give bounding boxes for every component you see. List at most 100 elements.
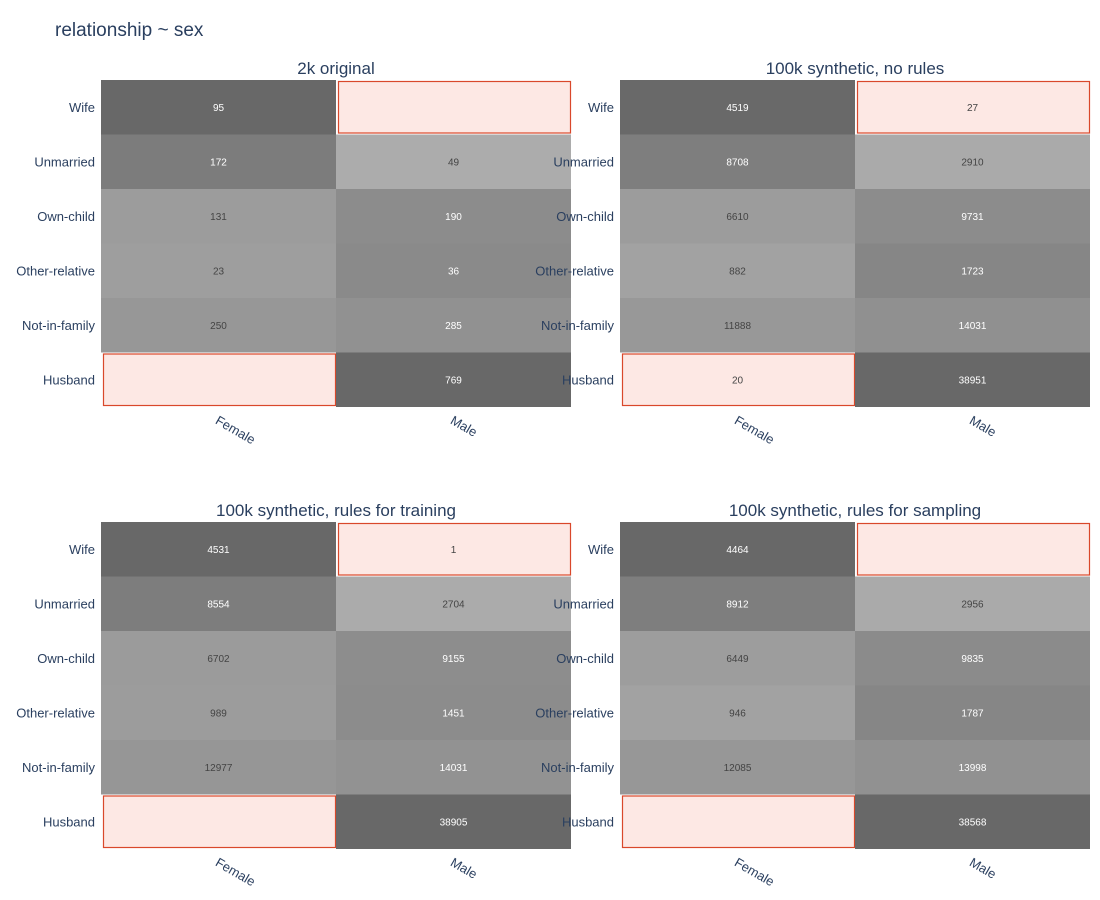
y-tick-label: Husband xyxy=(43,372,95,387)
x-tick-label: Male xyxy=(448,855,480,882)
cell-value-label: 38951 xyxy=(959,375,987,386)
heatmap-cell xyxy=(336,298,571,353)
cell-value-label: 2910 xyxy=(961,157,984,168)
cell-value-label: 2704 xyxy=(442,599,465,610)
heatmap-cell xyxy=(101,685,336,740)
heatmap-cell xyxy=(855,740,1090,795)
heatmap-cell xyxy=(620,685,855,740)
y-tick-label: Not-in-family xyxy=(541,318,614,333)
y-tick-label: Husband xyxy=(562,372,614,387)
heatmap-cell xyxy=(620,134,855,189)
heatmap-cell xyxy=(336,243,571,298)
cell-value-label: 989 xyxy=(210,708,227,719)
heatmap-cell xyxy=(101,740,336,795)
cell-value-label: 2956 xyxy=(961,599,984,610)
y-tick-label: Own-child xyxy=(556,209,614,224)
cell-value-label: 12085 xyxy=(724,763,752,774)
cell-value-label: 9731 xyxy=(961,212,984,223)
cell-value-label: 946 xyxy=(729,708,746,719)
heatmap-cell xyxy=(620,522,855,577)
heatmap-cell xyxy=(855,243,1090,298)
cell-value-label: 6449 xyxy=(726,654,749,665)
y-tick-label: Unmarried xyxy=(34,154,95,169)
cell-value-label: 14031 xyxy=(959,321,987,332)
heatmap-cell xyxy=(855,298,1090,353)
cell-value-label: 8708 xyxy=(726,157,749,168)
cell-value-label: 12977 xyxy=(205,763,233,774)
heatmap-cell xyxy=(101,189,336,244)
cell-value-label: 38905 xyxy=(440,817,468,828)
highlighted-cell xyxy=(621,353,856,407)
heatmap-cell xyxy=(336,740,571,795)
heatmap-cell xyxy=(336,631,571,686)
y-tick-label: Other-relative xyxy=(16,263,95,278)
y-tick-label: Wife xyxy=(588,100,614,115)
heatmap-cell xyxy=(855,189,1090,244)
highlighted-cell xyxy=(102,353,337,407)
y-tick-label: Not-in-family xyxy=(541,760,614,775)
highlighted-cell xyxy=(621,795,856,849)
heatmap-cell xyxy=(855,685,1090,740)
x-tick-label: Female xyxy=(732,413,777,448)
cell-value-label: 882 xyxy=(729,266,746,277)
x-tick-label: Male xyxy=(967,413,999,440)
panel-title: 2k original xyxy=(297,59,375,78)
cell-value-label: 250 xyxy=(210,321,227,332)
cell-value-label: 1787 xyxy=(961,708,984,719)
x-tick-label: Female xyxy=(732,855,777,890)
cell-value-label: 1 xyxy=(451,545,457,556)
heatmap-cell xyxy=(855,794,1090,849)
heatmap-cell xyxy=(620,576,855,631)
heatmap-cell xyxy=(336,134,571,189)
cell-value-label: 769 xyxy=(445,375,462,386)
y-tick-label: Own-child xyxy=(37,209,95,224)
heatmap-cell xyxy=(855,352,1090,407)
heatmap-cell xyxy=(855,134,1090,189)
heatmap-cell xyxy=(620,80,855,135)
heatmap-cell xyxy=(101,80,336,135)
x-tick-label: Female xyxy=(213,855,258,890)
heatmap-cell xyxy=(101,631,336,686)
highlighted-cell xyxy=(856,80,1091,134)
heatmap-cell xyxy=(855,576,1090,631)
y-tick-label: Wife xyxy=(588,542,614,557)
y-tick-label: Own-child xyxy=(37,651,95,666)
cell-value-label: 9155 xyxy=(442,654,465,665)
highlighted-cell xyxy=(856,522,1091,576)
heatmap-cell xyxy=(620,631,855,686)
heatmap-cell xyxy=(101,298,336,353)
cell-value-label: 23 xyxy=(213,266,225,277)
highlighted-cell xyxy=(102,795,337,849)
cell-value-label: 8554 xyxy=(207,599,230,610)
heatmap-cell xyxy=(101,576,336,631)
cell-value-label: 6610 xyxy=(726,212,749,223)
y-tick-label: Unmarried xyxy=(553,154,614,169)
y-tick-label: Not-in-family xyxy=(22,318,95,333)
heatmap-cell xyxy=(101,243,336,298)
highlighted-cell xyxy=(337,522,572,576)
panel-title: 100k synthetic, rules for training xyxy=(216,501,456,520)
y-tick-label: Wife xyxy=(69,542,95,557)
cell-value-label: 1723 xyxy=(961,266,984,277)
heatmap-cell xyxy=(336,352,571,407)
cell-value-label: 131 xyxy=(210,212,227,223)
heatmap-cell xyxy=(620,740,855,795)
chart-main-title: relationship ~ sex xyxy=(55,20,204,41)
heatmap-cell xyxy=(101,522,336,577)
heatmap-panel: 100k synthetic, rules for sampling 4464 Wi… xyxy=(535,501,1091,890)
x-tick-label: Female xyxy=(213,413,258,448)
heatmap-panel: 100k synthetic, rules for training 4531 1 W… xyxy=(16,501,572,890)
heatmap-cell xyxy=(620,243,855,298)
y-tick-label: Other-relative xyxy=(16,705,95,720)
y-tick-label: Other-relative xyxy=(535,705,614,720)
cell-value-label: 285 xyxy=(445,321,462,332)
cell-value-label: 49 xyxy=(448,157,460,168)
cell-value-label: 8912 xyxy=(726,599,749,610)
y-tick-label: Wife xyxy=(69,100,95,115)
cell-value-label: 95 xyxy=(213,103,225,114)
cell-value-label: 4519 xyxy=(726,103,749,114)
highlighted-cell xyxy=(337,80,572,134)
y-tick-label: Unmarried xyxy=(34,596,95,611)
cell-value-label: 38568 xyxy=(959,817,987,828)
